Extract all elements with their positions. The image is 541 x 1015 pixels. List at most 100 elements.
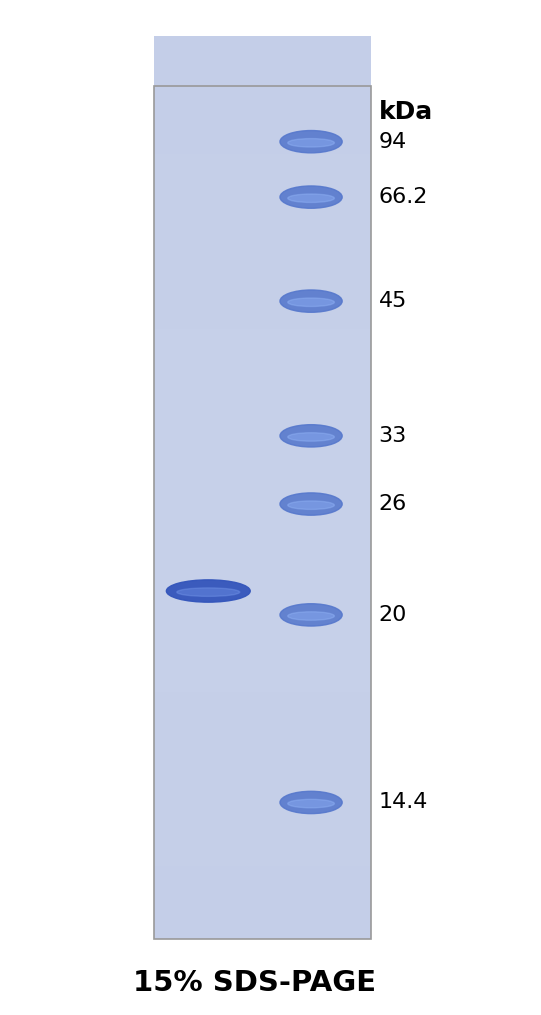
Bar bbox=[154, 322, 371, 377]
Text: 14.4: 14.4 bbox=[379, 793, 428, 812]
Bar bbox=[154, 488, 371, 542]
Bar bbox=[154, 296, 371, 350]
Ellipse shape bbox=[288, 800, 334, 808]
Bar bbox=[154, 254, 371, 308]
Bar bbox=[154, 773, 371, 828]
Bar bbox=[154, 701, 371, 755]
Bar bbox=[154, 246, 371, 299]
Bar bbox=[154, 403, 371, 457]
Bar bbox=[154, 79, 371, 133]
Bar bbox=[154, 194, 371, 249]
Bar bbox=[154, 859, 371, 914]
Bar bbox=[154, 459, 371, 513]
Bar bbox=[154, 599, 371, 654]
Ellipse shape bbox=[288, 612, 334, 620]
Bar bbox=[154, 224, 371, 278]
Bar bbox=[154, 122, 371, 176]
Bar bbox=[154, 134, 371, 189]
Bar bbox=[154, 471, 371, 526]
Ellipse shape bbox=[280, 792, 342, 814]
Bar bbox=[154, 45, 371, 99]
Bar bbox=[154, 41, 371, 94]
Bar bbox=[154, 565, 371, 619]
Bar bbox=[154, 505, 371, 559]
Bar bbox=[154, 569, 371, 623]
Bar bbox=[154, 432, 371, 487]
Bar bbox=[154, 96, 371, 150]
Bar bbox=[154, 420, 371, 474]
Bar bbox=[154, 83, 371, 137]
Bar bbox=[154, 663, 371, 718]
Bar bbox=[154, 633, 371, 687]
Text: 26: 26 bbox=[379, 494, 407, 514]
Bar bbox=[154, 560, 371, 615]
Ellipse shape bbox=[177, 588, 240, 597]
Bar bbox=[154, 833, 371, 888]
Bar bbox=[154, 87, 371, 142]
Bar bbox=[154, 765, 371, 819]
Bar bbox=[154, 326, 371, 381]
Bar bbox=[154, 126, 371, 180]
Bar bbox=[154, 816, 371, 871]
Bar bbox=[154, 105, 371, 158]
Bar bbox=[154, 411, 371, 466]
Bar bbox=[154, 548, 371, 602]
Bar bbox=[154, 203, 371, 257]
Bar bbox=[154, 416, 371, 470]
Bar bbox=[154, 791, 371, 845]
Bar bbox=[154, 130, 371, 185]
Bar bbox=[154, 190, 371, 244]
Bar bbox=[154, 829, 371, 883]
Bar bbox=[154, 100, 371, 154]
Ellipse shape bbox=[280, 493, 342, 516]
Bar bbox=[154, 288, 371, 342]
Bar bbox=[154, 651, 371, 704]
Bar bbox=[154, 139, 371, 193]
Ellipse shape bbox=[280, 424, 342, 447]
Bar bbox=[154, 75, 371, 129]
Bar bbox=[154, 795, 371, 850]
Bar bbox=[154, 731, 371, 786]
Bar bbox=[154, 705, 371, 760]
Bar bbox=[154, 275, 371, 329]
Bar bbox=[154, 552, 371, 606]
Ellipse shape bbox=[280, 604, 342, 626]
Bar bbox=[154, 437, 371, 491]
Bar bbox=[154, 684, 371, 739]
Bar bbox=[154, 591, 371, 645]
Bar bbox=[154, 492, 371, 547]
Text: 33: 33 bbox=[379, 426, 407, 446]
Bar bbox=[154, 544, 371, 598]
Bar bbox=[154, 697, 371, 751]
Bar bbox=[154, 624, 371, 679]
Bar bbox=[154, 382, 371, 435]
Bar bbox=[154, 386, 371, 441]
Bar bbox=[154, 876, 371, 931]
Bar bbox=[154, 688, 371, 743]
Bar bbox=[154, 641, 371, 696]
Bar bbox=[154, 676, 371, 730]
Bar bbox=[154, 736, 371, 790]
Text: 15% SDS-PAGE: 15% SDS-PAGE bbox=[133, 969, 376, 997]
Bar bbox=[154, 612, 371, 666]
Bar bbox=[154, 855, 371, 909]
Bar bbox=[154, 812, 371, 867]
Bar bbox=[154, 232, 371, 286]
Bar bbox=[154, 582, 371, 636]
Bar bbox=[154, 480, 371, 534]
Bar bbox=[154, 424, 371, 478]
Text: 45: 45 bbox=[379, 291, 407, 312]
Bar bbox=[154, 177, 371, 231]
Bar bbox=[154, 446, 371, 499]
Bar bbox=[154, 667, 371, 722]
Bar bbox=[154, 283, 371, 338]
Bar bbox=[154, 58, 371, 112]
Bar bbox=[154, 186, 371, 240]
Bar bbox=[154, 339, 371, 393]
Bar bbox=[154, 672, 371, 726]
Ellipse shape bbox=[280, 131, 342, 153]
Bar bbox=[154, 531, 371, 585]
Bar bbox=[154, 868, 371, 922]
Bar bbox=[154, 514, 371, 568]
Bar bbox=[154, 484, 371, 538]
